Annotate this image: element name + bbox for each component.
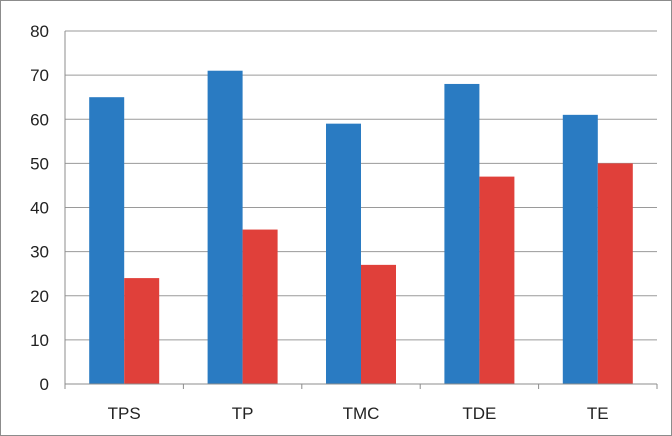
bar-series1-te bbox=[562, 114, 598, 385]
y-tick-labels: 0 10 20 30 40 50 60 70 80 bbox=[30, 22, 49, 394]
bar-series2-tp bbox=[242, 229, 278, 384]
x-tick-label-tmc: TMC bbox=[343, 404, 380, 423]
y-tick-label-40: 40 bbox=[30, 199, 49, 218]
bar-series2-tde bbox=[479, 176, 515, 384]
y-tick-label-50: 50 bbox=[30, 154, 49, 173]
x-tick-labels: TPS TP TMC TDE TE bbox=[108, 404, 609, 423]
y-tick-label-20: 20 bbox=[30, 287, 49, 306]
y-tick-label-70: 70 bbox=[30, 66, 49, 85]
x-tick-label-te: TE bbox=[587, 404, 609, 423]
axes bbox=[64, 31, 658, 389]
y-tick-label-10: 10 bbox=[30, 331, 49, 350]
x-tick-label-tde: TDE bbox=[462, 404, 496, 423]
x-tick-label-tps: TPS bbox=[108, 404, 141, 423]
bar-series1-tmc bbox=[326, 123, 361, 384]
x-tick-label-tp: TP bbox=[232, 404, 254, 423]
bar-series2-tmc bbox=[361, 264, 396, 384]
y-tick-label-80: 80 bbox=[30, 22, 49, 41]
bar-series2-tps bbox=[124, 278, 160, 384]
bar-series1-tde bbox=[444, 83, 480, 384]
bar-series1-tp bbox=[207, 70, 243, 385]
y-tick-label-60: 60 bbox=[30, 110, 49, 129]
y-tick-label-30: 30 bbox=[30, 243, 49, 262]
bar-series1-tps bbox=[89, 97, 125, 384]
bars bbox=[89, 70, 633, 385]
y-tick-label-0: 0 bbox=[40, 375, 49, 394]
bar-series2-te bbox=[597, 163, 633, 384]
